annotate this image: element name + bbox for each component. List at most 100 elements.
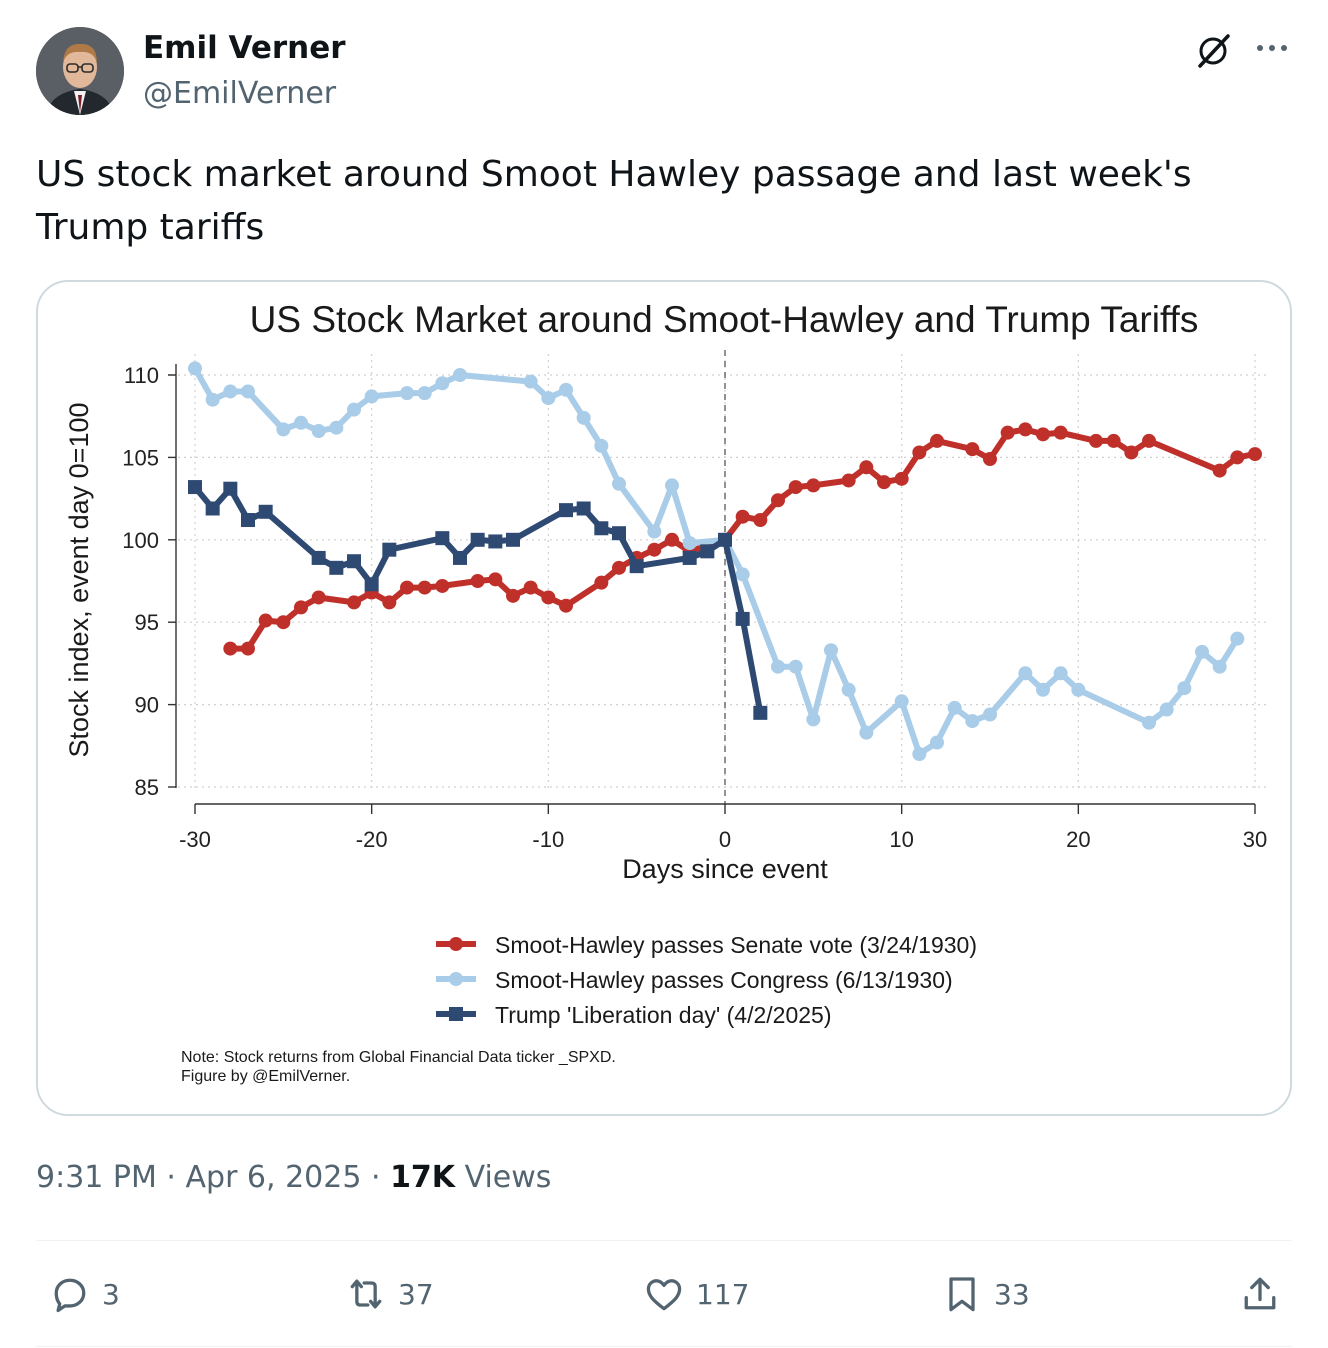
series-3-point [612,526,626,541]
series-1-point [1212,463,1227,478]
series-1-point [294,600,308,615]
series-1-point [559,598,573,613]
series-1-point [488,572,503,587]
series-1-point [347,595,361,610]
series-3-point [576,501,591,516]
reply-button[interactable]: 3 [48,1268,120,1320]
reply-icon [54,1278,86,1313]
series-2-point [735,567,750,582]
avatar-image [36,27,124,115]
series-2-point [400,386,414,401]
bookmark-count: 33 [994,1277,1030,1311]
y-tick-label: 105 [122,445,159,470]
series-2-point [947,700,962,715]
series-2-point [1159,702,1174,717]
chart: US Stock Market around Smoot-Hawley and … [64,299,1270,1085]
series-2-point [417,386,432,401]
series-3-point [682,550,697,565]
tweet-media-chart[interactable]: US Stock Market around Smoot-Hawley and … [36,280,1292,1116]
tweet-date[interactable]: Apr 6, 2025 [185,1160,362,1195]
series-1-point [735,509,750,524]
series-1-point [523,580,538,595]
divider [36,1346,1292,1347]
author-name[interactable]: Emil Verner [143,30,346,66]
series-2-point [329,420,344,435]
series-2-point [912,747,927,762]
series-1-point [311,590,326,605]
series-1-point [753,513,768,528]
series-1-point [382,595,397,610]
series-3-point [629,559,644,574]
divider [36,1240,1292,1241]
series-1-point [1106,433,1121,448]
series-2-point [364,389,379,404]
legend-label: Trump 'Liberation day' (4/2/2025) [495,1002,832,1028]
repost-count: 37 [398,1277,434,1311]
series-3-point [435,531,450,546]
avatar[interactable] [36,27,124,115]
series-3-point [453,550,467,565]
series-3-point [205,501,220,516]
series-2-point [1230,631,1245,646]
series-3-point [470,532,485,547]
series-2-point [523,374,538,389]
tweet-time[interactable]: 9:31 PM [36,1160,157,1195]
views-count: 17K [390,1160,456,1195]
x-tick-label: 10 [889,827,913,852]
series-2-point [576,410,591,425]
legend-swatch-marker [449,972,463,986]
series-2-point [453,368,467,382]
like-icon [646,1279,682,1311]
series-2-point [294,415,308,430]
author-handle[interactable]: @EmilVerner [143,76,337,111]
series-2-point [276,422,291,437]
series-2-point [930,735,944,750]
like-count: 117 [696,1277,750,1311]
series-2-point [559,382,573,397]
bookmark-button[interactable]: 33 [940,1268,1030,1320]
series-1-point [894,471,909,486]
like-button[interactable]: 117 [642,1268,749,1320]
series-2-point [1071,682,1086,697]
x-tick-label: 30 [1243,827,1267,852]
repost-button[interactable]: 37 [344,1268,434,1320]
series-2-point [788,659,803,674]
series-2-point [223,384,238,399]
views-label: Views [455,1160,552,1195]
series-1-point [806,478,821,493]
bookmark-icon [949,1277,975,1312]
share-button[interactable] [1238,1268,1282,1320]
share-icon [1244,1277,1276,1310]
grok-icon[interactable] [1192,28,1236,72]
series-1-point [1000,425,1015,440]
series-3-point [258,504,273,519]
series-1-point [417,580,432,595]
series-3-point [311,550,326,565]
x-axis-label: Days since event [622,854,828,884]
series-2-point [771,659,785,674]
series-2-point [806,712,821,727]
series-1-point [859,460,874,475]
series-1-point [1089,433,1103,448]
series-2-point [541,391,556,406]
series-2-point [894,694,909,709]
series-1-point [1018,422,1033,437]
series-1-point [1053,425,1068,440]
x-tick-label: -10 [532,827,564,852]
series-3-point [700,544,715,559]
series-1-point [912,445,927,460]
series-2-point [1177,681,1192,696]
series-2-point [665,478,679,493]
series-2-point [965,714,980,729]
series-3-point [718,532,732,547]
x-tick-label: -30 [179,827,211,852]
series-2-point [347,402,361,417]
series-3-point [506,532,520,547]
series-3-point [364,577,379,592]
series-1-point [258,613,273,628]
y-axis-label: Stock index, event day 0=100 [64,403,94,758]
more-icon[interactable] [1252,30,1296,70]
legend-label: Smoot-Hawley passes Congress (6/13/1930) [495,967,953,993]
y-tick-label: 85 [135,775,159,800]
series-1-point [965,442,980,457]
